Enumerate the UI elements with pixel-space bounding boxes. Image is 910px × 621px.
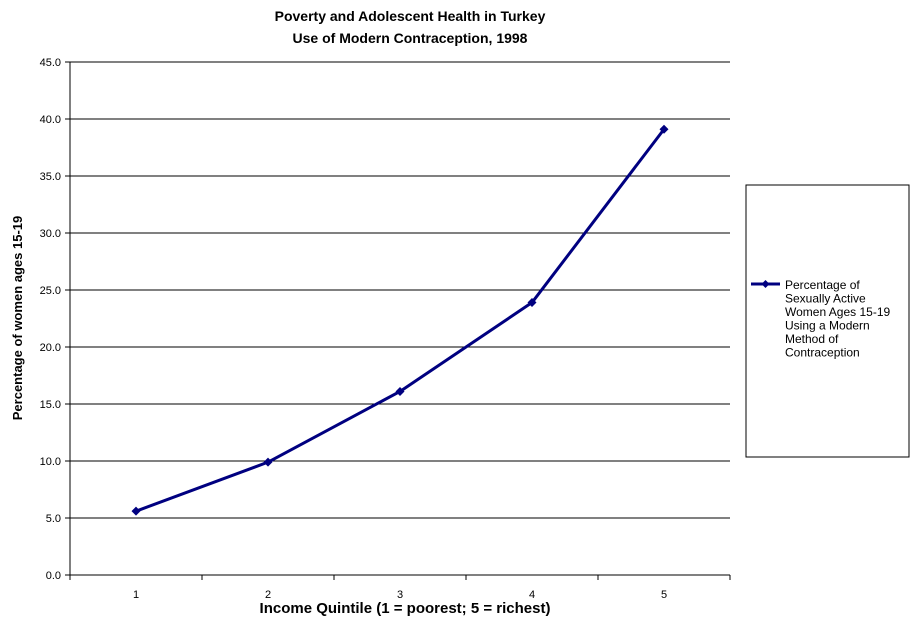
- y-tick-label: 0.0: [46, 570, 61, 582]
- legend-label-line: Contraception: [785, 346, 860, 360]
- chart-title-line-1: Poverty and Adolescent Health in Turkey: [275, 8, 546, 24]
- y-tick-label: 25.0: [40, 285, 61, 297]
- x-tick-label: 4: [529, 589, 535, 601]
- y-tick-label: 20.0: [40, 342, 61, 354]
- series-line: [135, 128, 666, 513]
- y-tick-label: 40.0: [40, 114, 61, 126]
- legend-marker-diamond: [761, 280, 770, 288]
- legend: Percentage of Sexually Active Women Ages 1…: [745, 184, 910, 458]
- legend-box: [745, 184, 910, 458]
- x-tick-labels: 1 2 3 4 5: [133, 589, 667, 601]
- y-tick-label: 15.0: [40, 399, 61, 411]
- y-tick-label: 30.0: [40, 228, 61, 240]
- y-tick-label: 35.0: [40, 171, 61, 183]
- legend-label-text: Percentage of Sexually Active Women Ages 1…: [785, 278, 891, 360]
- legend-label-line: Sexually Active: [785, 292, 866, 306]
- data-point-marker: [131, 506, 141, 516]
- x-axis-title: Income Quintile (1 = poorest; 5 = riches…: [260, 600, 551, 617]
- x-tick-label: 2: [265, 589, 271, 601]
- data-point-marker: [659, 124, 669, 134]
- legend-label-line: Using a Modern: [785, 319, 870, 333]
- axes: [65, 61, 731, 580]
- y-tick-labels: 0.0 5.0 10.0 15.0 20.0 25.0 30.0 35.0 40.0 45.0: [40, 57, 61, 582]
- x-tick-label: 1: [133, 589, 139, 601]
- y-tick-label: 5.0: [46, 513, 61, 525]
- data-point-marker: [395, 386, 405, 396]
- x-tick-label: 5: [661, 589, 667, 601]
- legend-label-line: Women Ages 15-19: [785, 305, 891, 319]
- data-point-marker: [527, 298, 537, 308]
- x-tick-label: 3: [397, 589, 403, 601]
- y-axis-title: Percentage of women ages 15-19: [10, 216, 25, 420]
- chart-title-line-2: Use of Modern Contraception, 1998: [293, 30, 528, 46]
- data-point-marker: [263, 457, 273, 467]
- legend-entry-label: Percentage of Sexually Active Women Ages 1…: [785, 278, 891, 360]
- y-tick-label: 10.0: [40, 456, 61, 468]
- legend-label-line: Method of: [785, 332, 839, 346]
- legend-label-line: Percentage of: [785, 278, 860, 292]
- gridlines: [70, 61, 730, 519]
- y-tick-label: 45.0: [40, 57, 61, 69]
- series-group: [131, 124, 669, 516]
